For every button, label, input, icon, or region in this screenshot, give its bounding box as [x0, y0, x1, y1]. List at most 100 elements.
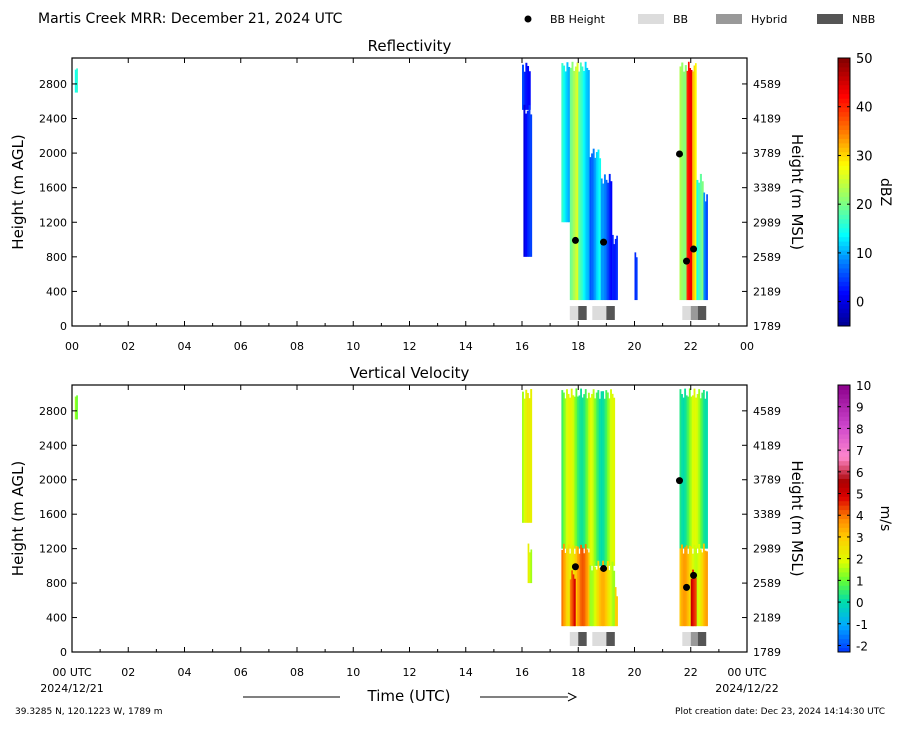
- legend-hybrid-swatch: [716, 14, 742, 24]
- echo-strip: [561, 390, 564, 549]
- colorbar-step: [838, 142, 850, 148]
- echo-strip: [566, 548, 568, 627]
- echo-strip: [635, 257, 638, 301]
- colorbar-step: [838, 398, 850, 404]
- bb-type-segment: [682, 306, 691, 320]
- bb-type-segment: [690, 632, 698, 646]
- echo-strip: [616, 235, 618, 301]
- legend-nbb-swatch: [817, 14, 843, 24]
- echo-strip: [681, 394, 683, 549]
- echo-strip: [687, 396, 690, 549]
- colorbar-step: [838, 580, 850, 586]
- echo-strip: [597, 149, 600, 301]
- echo-strip: [698, 182, 701, 301]
- echo-strip: [603, 174, 606, 301]
- colorbar-step: [838, 272, 850, 278]
- bb-type-segment: [592, 632, 607, 646]
- echo-strip: [695, 397, 697, 549]
- echo-strip: [577, 546, 579, 627]
- echo-strip: [600, 568, 603, 627]
- echo-strip: [566, 62, 569, 223]
- colorbar-step: [838, 187, 850, 193]
- y-tick-label: 0: [60, 646, 67, 659]
- x-tick-label: 04: [178, 666, 192, 679]
- x-tick-label: 12: [403, 340, 417, 353]
- echo-strip: [589, 157, 592, 301]
- colorbar-step: [838, 245, 850, 251]
- colorbar-step: [838, 75, 850, 81]
- echo-strip: [599, 158, 602, 301]
- x-tick-label: 00: [65, 340, 79, 353]
- echo-strip: [571, 570, 573, 627]
- colorbar-step: [838, 402, 850, 408]
- echo-strip: [564, 398, 567, 549]
- colorbar-step: [838, 98, 850, 104]
- echo-strip: [684, 388, 687, 549]
- echo-strip: [699, 398, 702, 549]
- y-tick-label: 2400: [39, 439, 67, 452]
- colorbar-step: [838, 625, 850, 631]
- bb-type-segment: [682, 632, 691, 646]
- echo-strip: [600, 391, 603, 566]
- y-tick-label-right: 3389: [753, 182, 781, 195]
- echo-strip: [563, 65, 566, 223]
- echo-strip: [610, 181, 613, 301]
- bb-type-segment: [690, 306, 698, 320]
- echo-strip: [581, 547, 584, 627]
- colorbar-step: [838, 491, 850, 497]
- echo-strip: [584, 61, 587, 301]
- echo-strip: [571, 61, 574, 301]
- echo-strip: [577, 396, 579, 549]
- colorbar-step: [838, 514, 850, 519]
- colorbar-step: [838, 607, 850, 613]
- colorbar-step: [838, 589, 850, 595]
- x-tick-label: 06: [234, 666, 248, 679]
- y-axis-label-right: Height (m MSL): [788, 134, 806, 250]
- legend-bb-swatch: [638, 14, 664, 24]
- echo-strip: [602, 560, 605, 627]
- x-tick-label: 06: [234, 340, 248, 353]
- colorbar-step: [838, 496, 850, 502]
- echo-region: [527, 543, 533, 584]
- echo-strip: [578, 71, 581, 301]
- echo-strip: [592, 561, 595, 627]
- bb-type-segment: [569, 306, 579, 320]
- x-tick-label: 14: [459, 340, 473, 353]
- echo-strip: [607, 182, 610, 301]
- colorbar-step: [838, 156, 850, 162]
- echo-strip: [586, 549, 589, 627]
- colorbar-step: [838, 58, 850, 63]
- colorbar-step: [838, 407, 850, 413]
- bb-type-segment: [569, 632, 579, 646]
- colorbar-step: [838, 84, 850, 90]
- colorbar-tick-label: 8: [856, 422, 864, 436]
- colorbar-step: [838, 147, 850, 153]
- echo-strip: [597, 560, 600, 627]
- colorbar-step: [838, 321, 850, 327]
- echo-strip: [610, 389, 612, 566]
- echo-strip: [698, 544, 701, 627]
- echo-strip: [694, 63, 697, 301]
- echo-strip: [592, 148, 595, 301]
- echo-strip: [595, 569, 598, 627]
- echo-strip: [586, 398, 589, 549]
- colorbar-step: [838, 571, 850, 577]
- colorbar-step: [838, 647, 850, 653]
- colorbar-step: [838, 469, 850, 475]
- colorbar-step: [838, 196, 850, 202]
- echo-strip: [76, 68, 78, 93]
- echo-strip: [614, 587, 617, 627]
- y-tick-label-right: 4589: [753, 78, 781, 91]
- y-tick-label: 2000: [39, 147, 67, 160]
- colorbar-step: [838, 634, 850, 640]
- colorbar-tick-label: 4: [856, 509, 864, 523]
- echo-strip: [694, 577, 697, 627]
- colorbar-step: [838, 276, 850, 282]
- x-tick-label: 10: [346, 666, 360, 679]
- colorbar-tick-label: 2: [856, 553, 864, 567]
- echo-strip: [525, 62, 528, 110]
- echo-strip: [523, 104, 526, 257]
- colorbar-step: [838, 393, 850, 399]
- x-tick-label: 12: [403, 666, 417, 679]
- legend-hybrid-label: Hybrid: [751, 13, 787, 26]
